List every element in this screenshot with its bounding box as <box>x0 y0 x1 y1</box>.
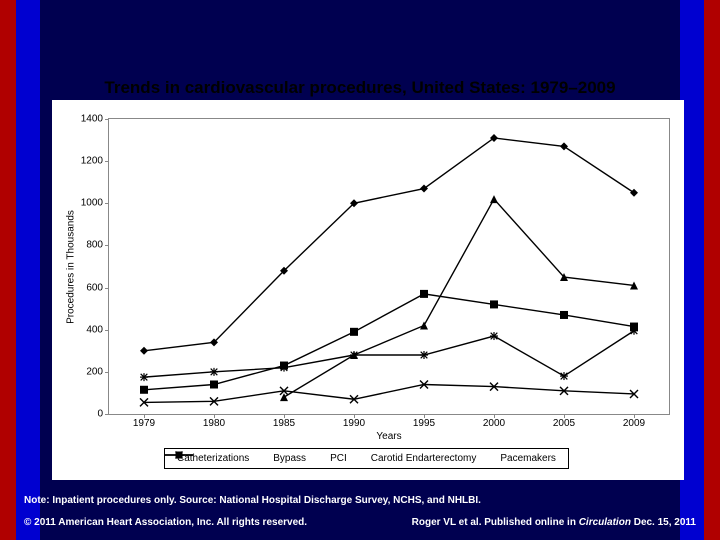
y-tick-mark <box>105 245 109 246</box>
y-tick-label: 1000 <box>81 198 103 209</box>
y-tick-mark <box>105 203 109 204</box>
legend-item: Pacemakers <box>500 453 556 464</box>
y-tick-mark <box>105 414 109 415</box>
x-tick-mark <box>494 414 495 418</box>
y-tick-label: 0 <box>97 409 103 420</box>
citation-pre: Roger VL et al. Published online in <box>412 517 579 528</box>
plot-area: Procedures in Thousands Years 0200400600… <box>108 118 670 415</box>
chart-svg <box>109 119 669 414</box>
citation-journal: Circulation <box>579 517 631 528</box>
y-tick-label: 1400 <box>81 114 103 125</box>
citation-text: Roger VL et al. Published online in Circ… <box>412 517 696 528</box>
legend-item: Carotid Endarterectomy <box>371 453 477 464</box>
y-tick-mark <box>105 288 109 289</box>
x-tick-mark <box>144 414 145 418</box>
y-tick-label: 400 <box>86 324 103 335</box>
chart-container: Procedures in Thousands Years 0 200 400 600… <box>52 100 684 480</box>
legend-label: Pacemakers <box>500 453 556 464</box>
x-tick-mark <box>214 414 215 418</box>
x-axis-label: Years <box>376 431 401 442</box>
x-tick-mark <box>564 414 565 418</box>
y-tick-label: 600 <box>86 282 103 293</box>
x-tick-mark <box>354 414 355 418</box>
legend-label: Carotid Endarterectomy <box>371 453 477 464</box>
footnote: Note: Inpatient procedures only. Source:… <box>24 495 481 506</box>
x-tick-label: 2009 <box>623 418 645 429</box>
y-tick-mark <box>105 119 109 120</box>
citation-post: Dec. 15, 2011 <box>631 517 696 528</box>
x-tick-mark <box>424 414 425 418</box>
x-tick-label: 1995 <box>413 418 435 429</box>
legend: CatheterizationsBypassPCICarotid Endarte… <box>164 448 569 469</box>
x-tick-label: 2000 <box>483 418 505 429</box>
x-tick-label: 1985 <box>273 418 295 429</box>
legend-item: Bypass <box>273 453 306 464</box>
chart-title: Trends in cardiovascular procedures, Uni… <box>0 78 720 98</box>
y-tick-label: 800 <box>86 240 103 251</box>
legend-label: PCI <box>330 453 347 464</box>
y-tick-mark <box>105 330 109 331</box>
y-tick-label: 200 <box>86 366 103 377</box>
x-tick-mark <box>284 414 285 418</box>
y-tick-mark <box>105 372 109 373</box>
y-axis-label: Procedures in Thousands <box>66 210 77 324</box>
y-tick-label: 1200 <box>81 156 103 167</box>
slide-root: Trends in cardiovascular procedures, Uni… <box>0 0 720 540</box>
y-tick-mark <box>105 161 109 162</box>
x-tick-label: 1980 <box>203 418 225 429</box>
legend-item: PCI <box>330 453 347 464</box>
copyright-text: © 2011 American Heart Association, Inc. … <box>24 517 307 528</box>
x-tick-mark <box>634 414 635 418</box>
x-tick-label: 1979 <box>133 418 155 429</box>
x-tick-label: 1990 <box>343 418 365 429</box>
legend-label: Bypass <box>273 453 306 464</box>
x-tick-label: 2005 <box>553 418 575 429</box>
